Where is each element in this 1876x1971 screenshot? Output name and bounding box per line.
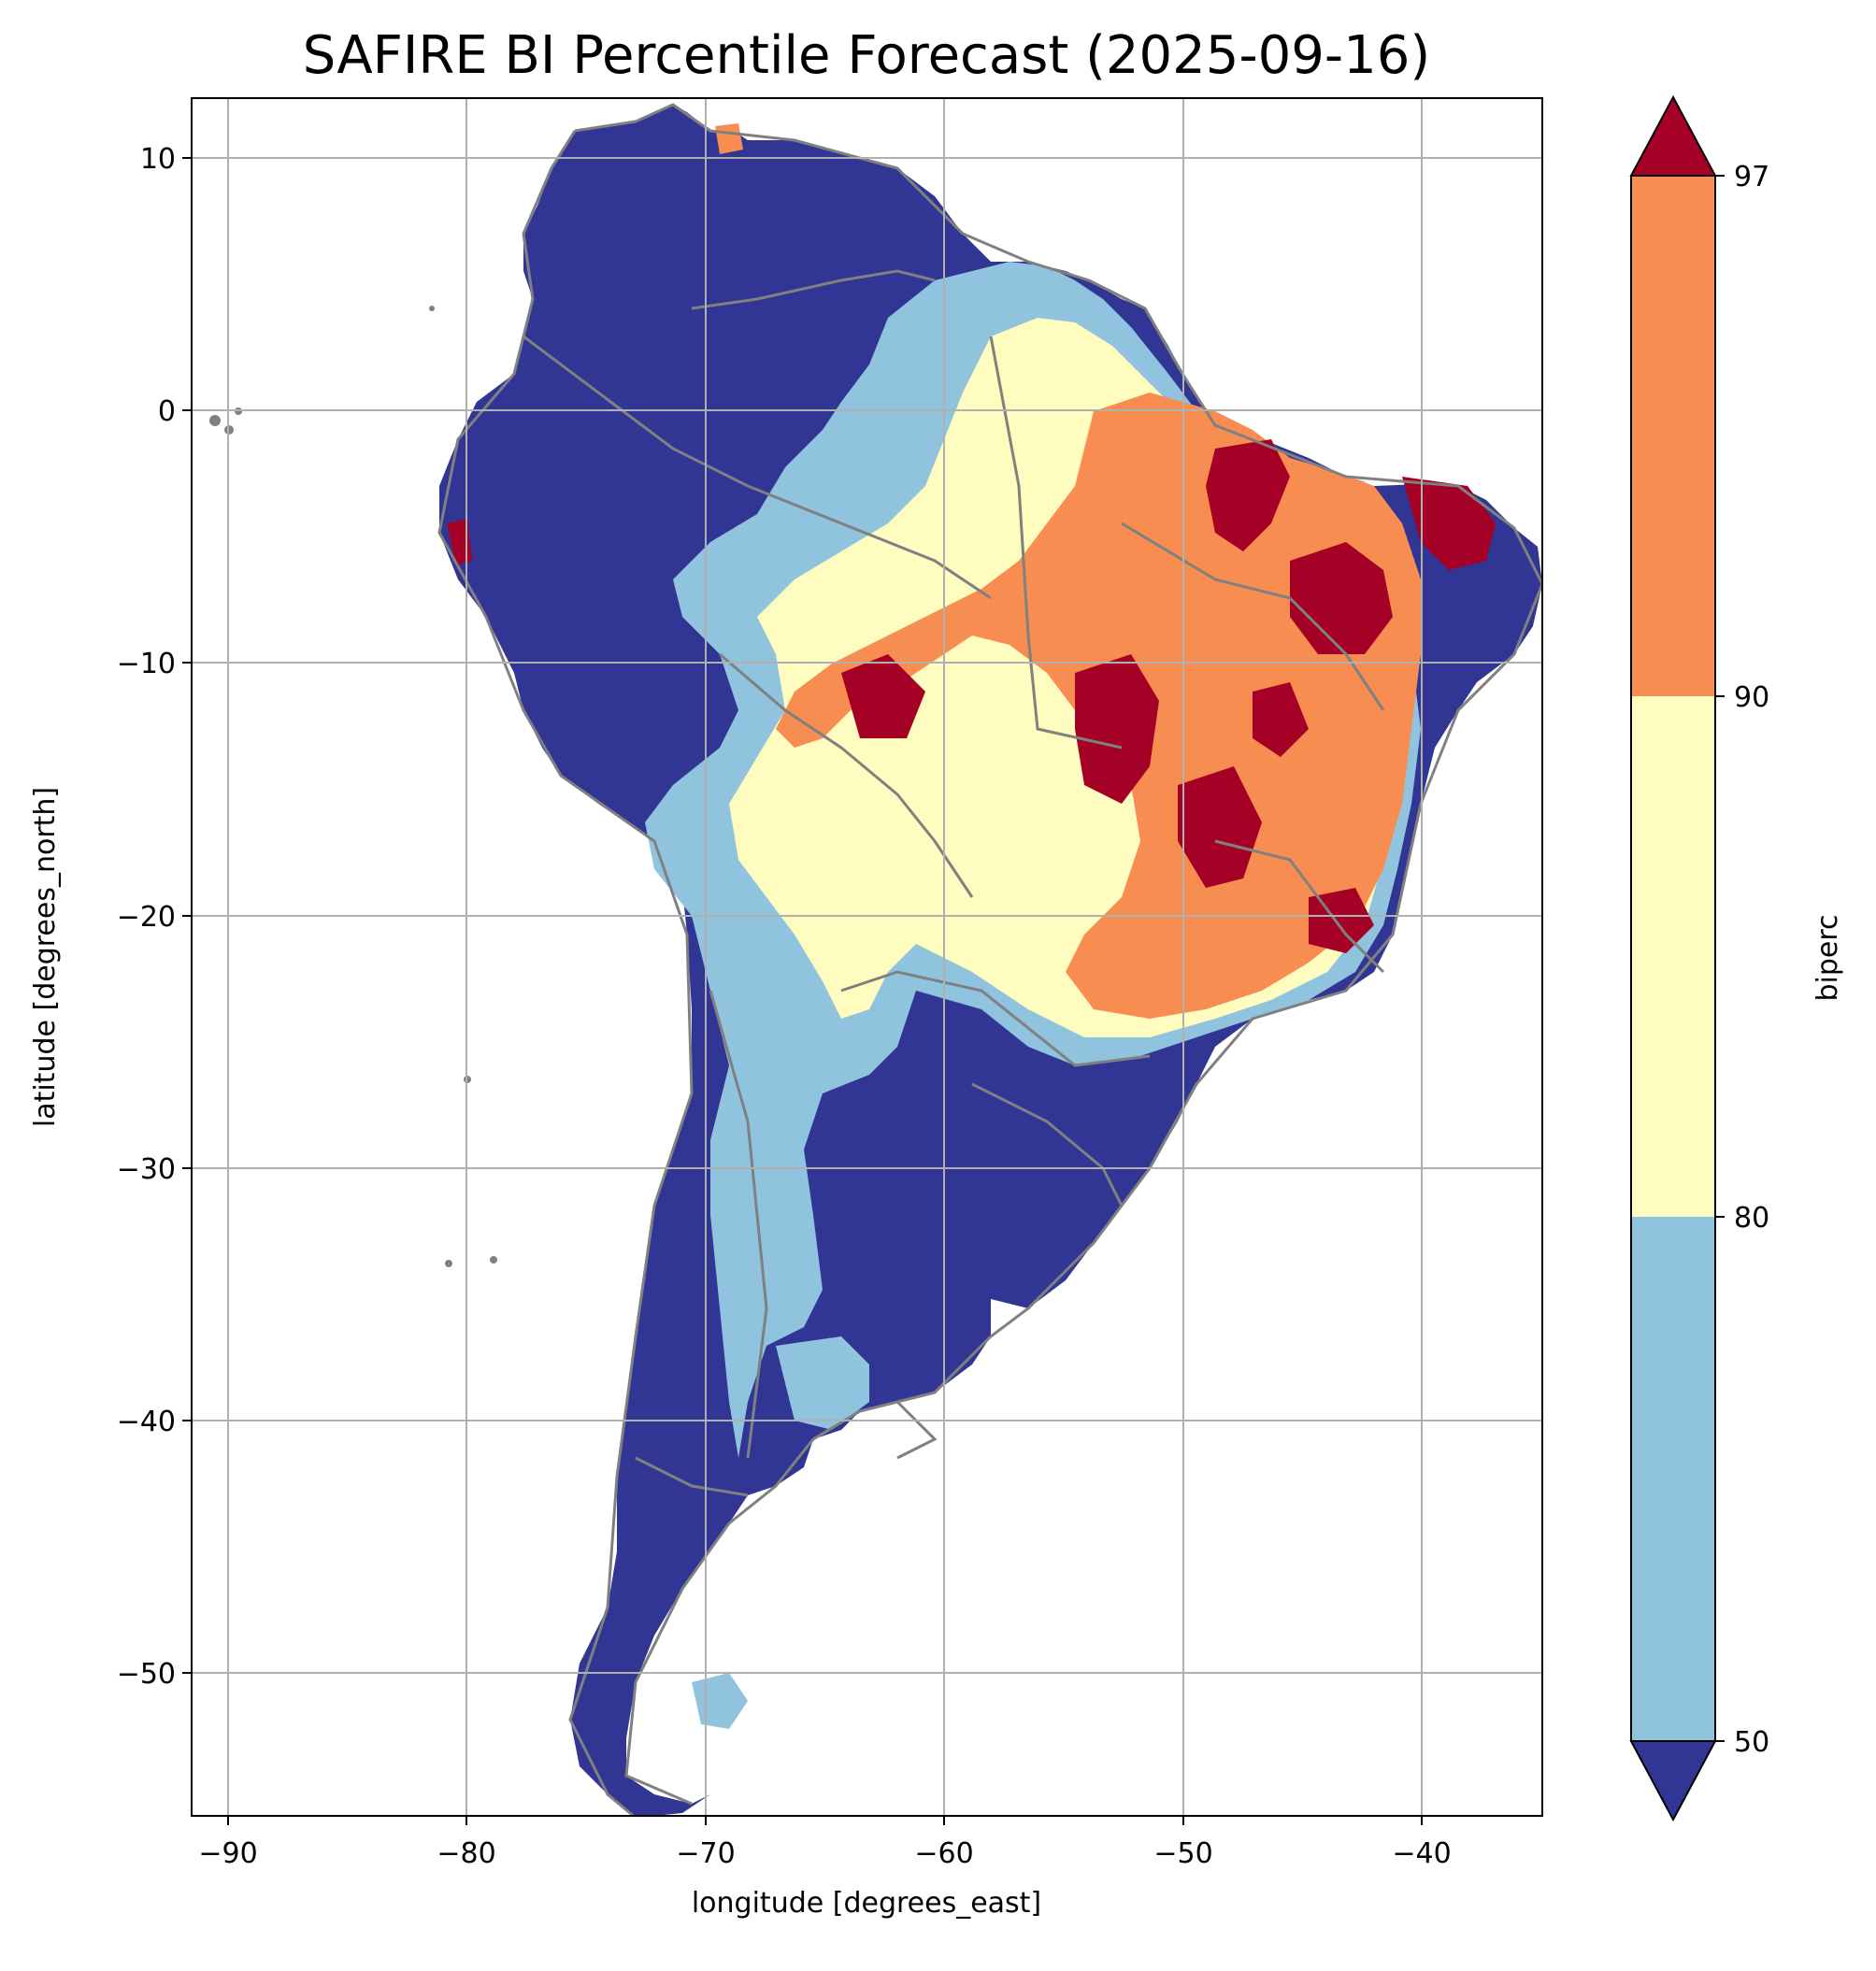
colorbar-tick-label: 97	[1734, 161, 1769, 193]
gridlines	[192, 98, 1542, 1816]
region-50-80-south	[776, 1336, 869, 1430]
colorbar-tick-label: 90	[1734, 681, 1769, 714]
x-tick-labels: −90 −80 −70 −60 −50 −40	[198, 1837, 1451, 1870]
colorbar-band-80-90	[1631, 696, 1715, 1217]
colorbar-tick-label: 50	[1734, 1726, 1769, 1759]
colorbar-band-50-80	[1631, 1217, 1715, 1741]
country-borders	[437, 103, 1542, 1816]
x-axis-label: longitude [degrees_east]	[692, 1887, 1041, 1920]
y-tick-label: −50	[117, 1658, 176, 1691]
colorbar-extend-below-50	[1629, 1740, 1717, 1822]
chart-title: SAFIRE BI Percentile Forecast (2025-09-1…	[303, 25, 1430, 86]
colorbar-band-90-97	[1631, 176, 1715, 696]
y-tick-label: −20	[117, 901, 176, 934]
x-tick-label: −40	[1392, 1837, 1451, 1870]
y-tick-label: 0	[158, 395, 176, 428]
colorbar-extend-above-97	[1629, 94, 1717, 177]
hotspot-venezuela	[715, 123, 743, 154]
colorbar-label: biperc	[1812, 914, 1844, 1001]
x-tick-label: −60	[914, 1837, 973, 1870]
hotspot-minas	[1309, 888, 1374, 953]
y-tick-label: −40	[117, 1406, 176, 1438]
hotspot-mato-grosso	[841, 654, 925, 738]
colorbar-frame	[1630, 175, 1716, 1742]
x-tick-label: −50	[1153, 1837, 1212, 1870]
hotspot-central	[1075, 654, 1159, 804]
hotspot-piaui	[1402, 477, 1496, 570]
hotspot-bahia	[1253, 682, 1309, 757]
hotspot-goias	[1178, 766, 1262, 888]
x-tick-label: −90	[198, 1837, 257, 1870]
hotspot-northeast	[1206, 439, 1290, 551]
y-axis-label: latitude [degrees_north]	[29, 787, 62, 1127]
colorbar-tick-label: 80	[1734, 1202, 1769, 1235]
x-tick-label: −80	[437, 1837, 495, 1870]
map-plot-area	[192, 98, 1542, 1816]
y-tick-labels: 10 0 −10 −20 −30 −40 −50	[117, 143, 176, 1691]
y-tick-label: −30	[117, 1153, 176, 1186]
hotspot-east	[1290, 542, 1393, 654]
axes-frame	[191, 97, 1543, 1817]
y-tick-label: 10	[140, 143, 176, 176]
y-tick-marks	[182, 157, 192, 1674]
x-tick-label: −70	[676, 1837, 735, 1870]
colorbar: 97 90 80 50 biperc	[1629, 94, 1844, 1822]
y-tick-label: −10	[117, 648, 176, 680]
x-tick-marks	[227, 1816, 1423, 1825]
